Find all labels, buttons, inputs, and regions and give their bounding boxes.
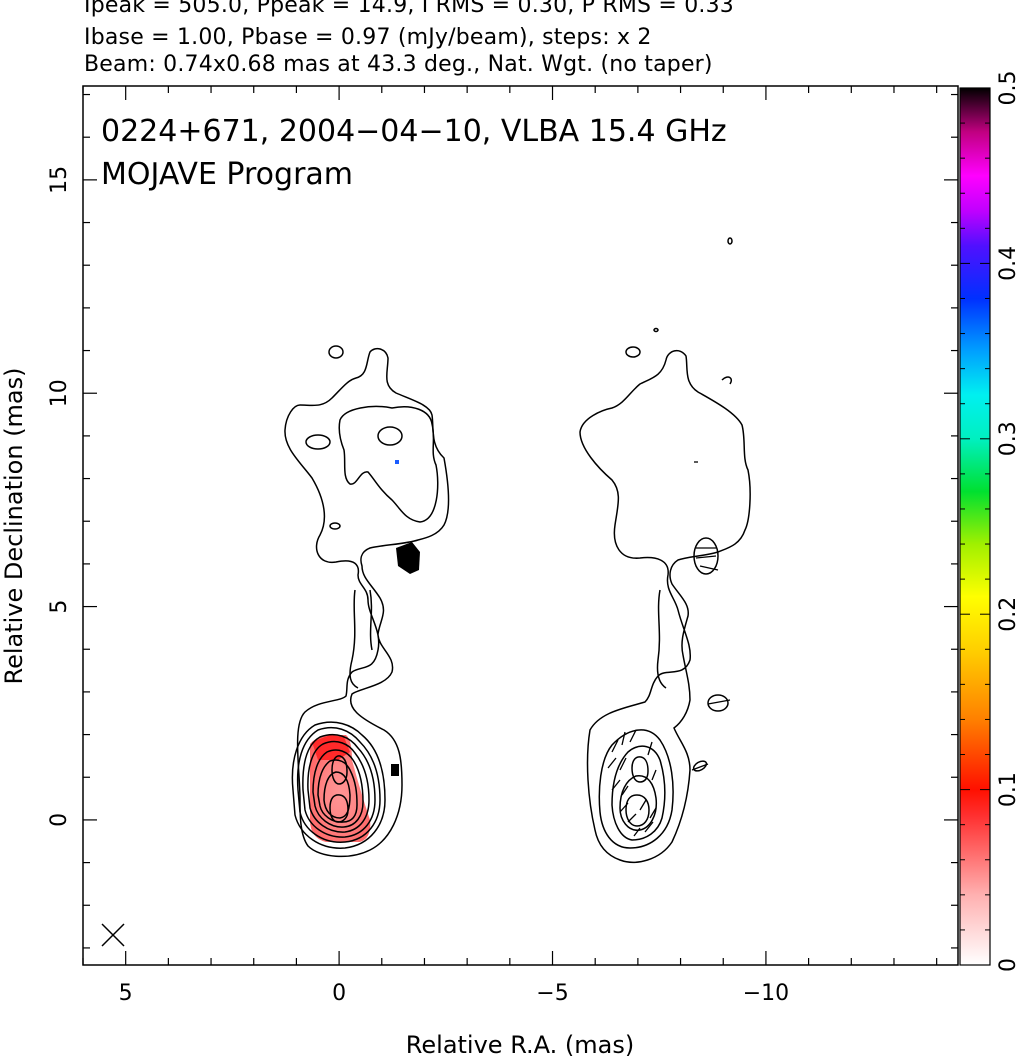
x-tick-label: 0 <box>332 981 346 1006</box>
contour-island-1-left <box>328 345 344 359</box>
contours-right <box>579 237 751 863</box>
contour-outer-right <box>579 349 751 863</box>
contour-island-3-right <box>727 237 733 245</box>
evpa-vector <box>611 779 621 791</box>
y-tick-labels: 0 5 10 15 <box>47 166 72 827</box>
evpa-vector <box>619 802 629 813</box>
x-tick-label: −10 <box>743 981 789 1006</box>
colorbar <box>959 87 991 966</box>
evpa-vector <box>691 763 709 771</box>
evpa-vector <box>695 555 717 559</box>
colorbar-tick-label: 0.2 <box>996 597 1021 632</box>
header-line-1: Ipeak = 505.0, Ppeak = 14.9, I RMS = 0.3… <box>84 0 734 18</box>
evpa-vector <box>633 827 641 837</box>
evpa-vector <box>639 799 647 811</box>
plot-title: 0224+671, 2004−04−10, VLBA 15.4 GHz <box>101 114 727 149</box>
x-tick-label: 5 <box>119 981 133 1006</box>
y-tick-label: 0 <box>47 813 72 827</box>
header-line-2: Ibase = 1.00, Pbase = 0.97 (mJy/beam), s… <box>84 25 652 50</box>
contour-2-right <box>598 729 674 849</box>
colorbar-labels: 0 0.1 0.2 0.3 0.4 0.5 <box>996 71 1021 973</box>
evpa-vector <box>647 741 653 756</box>
evpa-vector <box>651 769 657 781</box>
evpa-vector <box>619 757 627 771</box>
evpa-vector <box>611 739 619 753</box>
evpa-vector <box>699 565 719 571</box>
contour-5-left <box>307 740 370 833</box>
contour-3-right <box>611 745 666 841</box>
contour-island-4-right <box>721 376 733 385</box>
contour-4-right <box>619 775 658 831</box>
contour-island-2-right <box>653 327 659 333</box>
red-emission-top <box>312 735 350 760</box>
contour-island-4-left <box>329 522 341 530</box>
contours-left <box>284 345 450 858</box>
contour-inner-left <box>331 755 348 785</box>
contour-region-top-left <box>338 405 439 523</box>
polarized-black-spot <box>396 542 420 574</box>
y-tick-label: 10 <box>47 379 72 407</box>
contour-island-3-left <box>377 426 403 446</box>
colorbar-tick-label: 0.1 <box>996 772 1021 807</box>
contour-jet-channel-right <box>656 589 667 689</box>
colorbar-tick-label: 0.5 <box>996 71 1021 106</box>
x-tick-labels: 5 0 −5 −10 <box>119 981 789 1006</box>
colorbar-tick-label: 0 <box>996 958 1021 972</box>
contour-9-left <box>329 794 349 823</box>
colorbar-tick-label: 0.3 <box>996 421 1021 456</box>
evpa-vector <box>644 821 654 833</box>
contour-2-left <box>291 721 386 849</box>
contour-island-2-left <box>305 434 331 450</box>
contour-4-left <box>302 733 376 838</box>
evpa-vector <box>627 813 637 823</box>
contour-3-left <box>296 726 381 843</box>
evpa-vector <box>649 807 657 819</box>
axis-ticks <box>82 86 958 965</box>
contour-island-1-right <box>625 346 641 358</box>
polarized-black-pixel <box>391 764 399 776</box>
contour-jet-channel-left <box>349 589 373 689</box>
y-axis-title: Relative Declination (mas) <box>0 367 28 684</box>
header-line-3: Beam: 0.74x0.68 mas at 43.3 deg., Nat. W… <box>84 52 713 77</box>
contour-outer-left <box>284 347 450 858</box>
contour-5-right <box>625 794 650 827</box>
beam-marker <box>101 923 125 947</box>
colorbar-tick-label: 0.4 <box>996 246 1021 281</box>
contour-8-left <box>323 771 351 819</box>
polarization-vectors <box>607 461 731 837</box>
evpa-vector <box>621 731 626 746</box>
evpa-vector <box>629 729 637 743</box>
contour-6-right <box>631 756 649 783</box>
contour-island-6-right <box>707 694 729 712</box>
contour-island-7-right <box>692 760 708 772</box>
plot-frame <box>82 85 959 966</box>
x-axis-title: Relative R.A. (mas) <box>406 1031 634 1059</box>
contour-island-5-right <box>693 537 719 575</box>
evpa-vector <box>707 699 731 705</box>
y-tick-label: 15 <box>47 166 72 194</box>
y-tick-label: 5 <box>47 600 72 614</box>
plot-subtitle: MOJAVE Program <box>101 157 353 192</box>
x-tick-label: −5 <box>536 981 568 1006</box>
polarized-blue-pixel <box>395 460 399 464</box>
contour-6-left <box>312 749 364 828</box>
evpa-vector <box>621 785 629 796</box>
evpa-vector <box>607 757 617 769</box>
colorbar-ticks <box>960 87 990 966</box>
